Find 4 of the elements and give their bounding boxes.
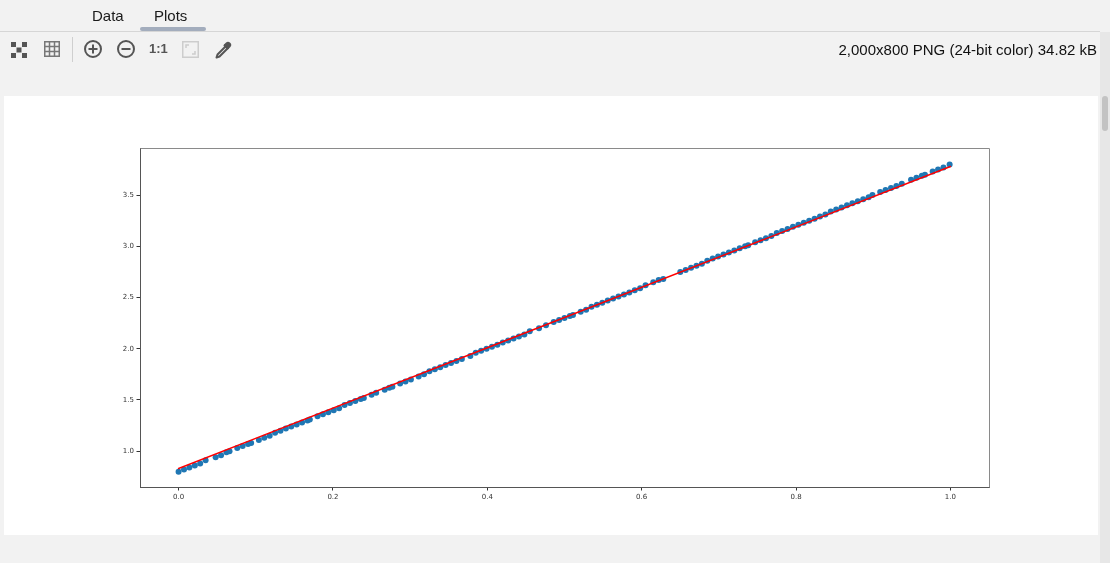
text: 2,000x800 PNG (24-bit color) 34.82 kB xyxy=(838,40,1097,60)
tab-label: Data xyxy=(92,6,124,26)
text: 1:1 xyxy=(149,40,168,58)
tab-label: Plots xyxy=(154,6,188,26)
